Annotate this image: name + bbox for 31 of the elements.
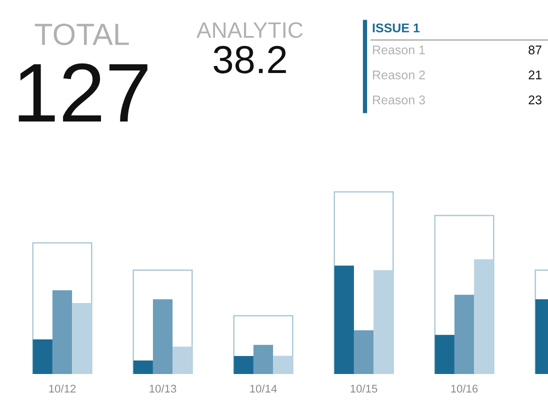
x-tick-label: 10/13 [150,384,176,393]
x-tick-label: 10/12 [49,384,76,393]
bar [273,356,293,374]
data-label: 87 [528,46,542,54]
bar [234,356,254,374]
data-label: 21 [528,70,542,80]
category-label: TOTAL [34,24,129,46]
category-label: Reason 3 [373,96,425,104]
bar [334,266,354,374]
category-label: ANALYTIC [196,22,303,38]
data-label: 38.2 [214,46,286,74]
bar [374,270,394,374]
bar [253,344,274,374]
x-tick-label: 10/14 [250,384,277,393]
data-label: 127 [18,63,148,122]
x-tick-label: 10/15 [350,384,378,393]
bar [133,360,153,374]
x-tick-label: 10/16 [451,384,478,393]
text: ISSUE 1 [372,24,420,32]
bar [454,294,474,374]
bar [172,346,192,374]
bar [434,334,454,374]
category-label: Reason 2 [373,70,425,80]
bar [474,259,494,374]
category-label: Reason 1 [373,46,425,54]
bar [152,299,173,374]
bar [72,302,92,374]
bar [52,290,72,374]
bar [32,339,52,374]
data-label: 23 [528,96,542,104]
bar [354,330,374,374]
